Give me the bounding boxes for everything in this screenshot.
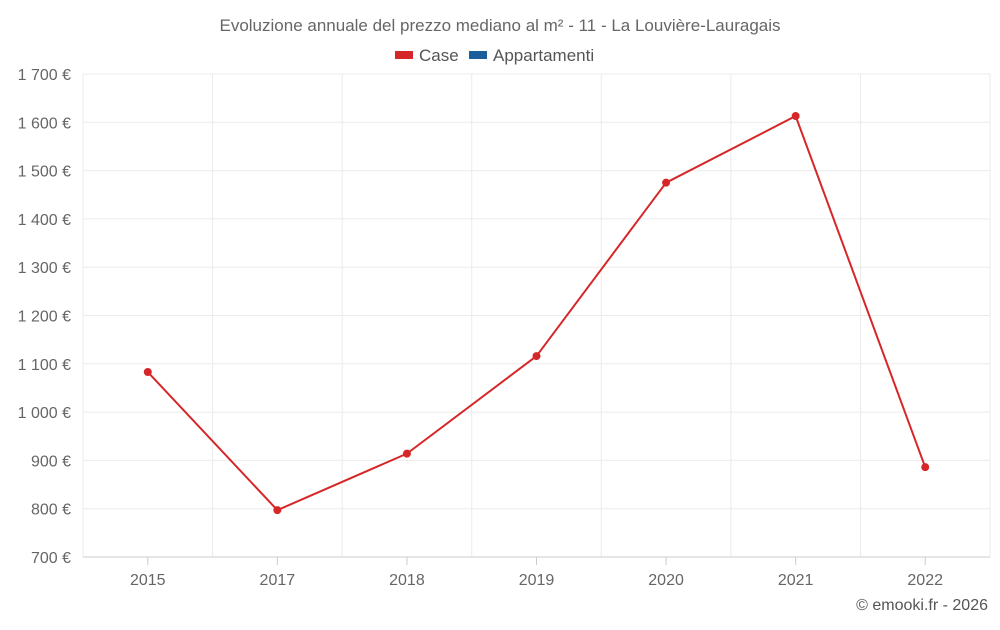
legend-label-appartamenti: Appartamenti	[493, 46, 594, 65]
y-axis: 700 € 800 € 900 € 1 000 € 1 100 € 1 200 € 1 30…	[18, 67, 71, 567]
x-tick-label: 2017	[260, 572, 296, 589]
y-tick-label: 1 400 €	[18, 212, 71, 229]
legend-swatch-case	[395, 51, 413, 59]
data-point-case-2018[interactable]	[402, 449, 411, 458]
data-point-case-2019[interactable]	[532, 352, 541, 361]
y-tick-label: 1 000 €	[18, 405, 71, 422]
data-point-case-2020[interactable]	[662, 178, 671, 187]
x-tick-label: 2022	[907, 572, 943, 589]
x-axis: 2015 2017 2018 2019 2020 2021 2022	[83, 556, 990, 589]
y-tick-label: 1 300 €	[18, 260, 71, 277]
credit: © emooki.fr - 2026	[856, 597, 988, 614]
data-point-case-2022[interactable]	[921, 463, 930, 472]
series-line-case	[147, 115, 927, 512]
series-case	[143, 112, 930, 515]
y-tick-label: 1 600 €	[18, 115, 71, 132]
y-tick-label: 1 200 €	[18, 309, 71, 326]
y-tick-label: 900 €	[31, 453, 71, 470]
grid	[82, 73, 991, 558]
x-tick-label: 2020	[648, 572, 684, 589]
data-point-case-2017[interactable]	[273, 506, 282, 515]
legend-label-case: Case	[419, 46, 459, 65]
y-tick-label: 1 100 €	[18, 357, 71, 374]
data-point-case-2021[interactable]	[791, 112, 800, 121]
legend-item-case[interactable]: Case	[395, 46, 459, 65]
chart-title: Evoluzione annuale del prezzo mediano al…	[219, 16, 780, 35]
y-tick-label: 1 700 €	[18, 67, 71, 84]
x-tick-label: 2015	[130, 572, 166, 589]
legend-item-appartamenti[interactable]: Appartamenti	[469, 46, 594, 65]
y-tick-label: 800 €	[31, 502, 71, 519]
x-tick-label: 2019	[519, 572, 555, 589]
x-tick-label: 2021	[778, 572, 814, 589]
y-tick-label: 700 €	[31, 550, 71, 567]
x-tick-label: 2018	[389, 572, 425, 589]
data-point-case-2015[interactable]	[143, 368, 152, 377]
legend-swatch-appartamenti	[469, 51, 487, 59]
y-tick-label: 1 500 €	[18, 164, 71, 181]
legend: Case Appartamenti	[395, 46, 594, 65]
